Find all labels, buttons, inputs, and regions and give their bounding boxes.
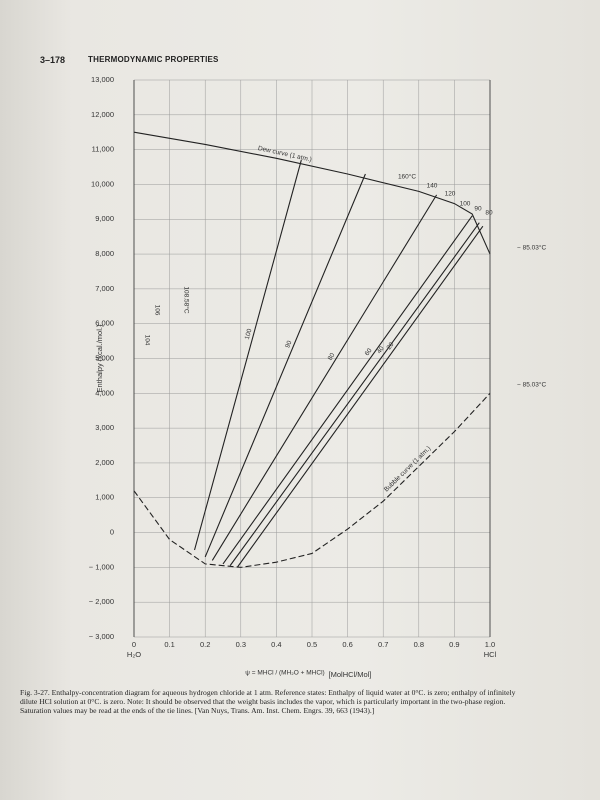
curve (229, 222, 480, 566)
annotation: 106 (153, 305, 160, 316)
x-axis-label: ψ = MHCl / (MH₂O + MHCl) (245, 670, 324, 677)
y-tick-label: − 3,000 (89, 632, 114, 641)
x-tick-label: 0.7 (378, 640, 388, 649)
x-tick-label: 0.6 (342, 640, 352, 649)
x-tick-label: 0.2 (200, 640, 210, 649)
annotation: 140 (427, 183, 438, 190)
annotation: 108.58°C (182, 286, 190, 313)
curve (193, 159, 302, 551)
x-tick-label: 0.5 (307, 640, 317, 649)
y-tick-label: 5,000 (95, 353, 114, 362)
y-tick-label: 3,000 (95, 423, 114, 432)
x-tick-label: 0.1 (164, 640, 174, 649)
page-number: 3–178 (40, 55, 66, 65)
y-tick-label: 11,000 (92, 145, 114, 154)
y-tick-label: 9,000 (95, 214, 114, 223)
y-tick-label: 0 (110, 528, 114, 537)
curve-label: 60 (364, 347, 374, 357)
y-tick-label: 6,000 (95, 319, 114, 328)
annotation: − 85.03°C (517, 381, 546, 389)
curve-label: 80 (327, 352, 337, 362)
x-tick-label: 1.0 (485, 640, 495, 649)
annotation: 120 (445, 191, 456, 198)
y-axis-label: Enthalpy (kcal./mol.) (95, 324, 104, 392)
x-tick-label: 0.4 (271, 640, 281, 649)
annotation: 160°C (398, 173, 416, 181)
curve-label: Bubble curve (1 atm.) (383, 445, 432, 493)
y-tick-label: 7,000 (95, 284, 114, 293)
x-tick-label: 0.8 (414, 640, 424, 649)
y-tick-label: 8,000 (95, 249, 114, 258)
x-end-label: HCl (484, 650, 497, 659)
curve-label: 100 (244, 328, 254, 341)
curve (211, 194, 438, 561)
curve-label: Dew curve (1 atm.) (257, 145, 312, 164)
y-tick-label: − 2,000 (89, 597, 114, 606)
annotation: 90 (474, 206, 482, 213)
y-tick-label: 10,000 (91, 179, 114, 188)
annotation: 104 (143, 335, 150, 346)
curve (133, 392, 491, 568)
y-tick-label: 13,000 (91, 75, 114, 84)
y-tick-label: 2,000 (95, 458, 114, 467)
x-end-label: H₂O (127, 650, 141, 659)
figure-caption: Fig. 3-27. Enthalpy-concentration diagra… (20, 688, 516, 716)
y-tick-label: 12,000 (91, 110, 114, 119)
curve (236, 225, 484, 568)
y-tick-label: − 1,000 (89, 562, 114, 571)
annotation: 100 (460, 201, 471, 208)
curve-label: 40 (376, 345, 386, 355)
curve-label: 20 (386, 341, 396, 351)
y-tick-label: 4,000 (95, 388, 114, 397)
annotation: − 85.03°C (517, 244, 546, 252)
annotation: 80 (485, 210, 493, 217)
page-header: THERMODYNAMIC PROPERTIES (88, 55, 219, 64)
curve (133, 131, 491, 255)
curve-label: 90 (284, 339, 293, 349)
y-tick-label: 1,000 (95, 493, 114, 502)
x-tick-label: 0 (132, 640, 136, 649)
x-axis-unit: [MolHCl/Mol] (329, 670, 372, 679)
x-tick-label: 0.9 (449, 640, 459, 649)
x-tick-label: 0.3 (236, 640, 246, 649)
curve (204, 173, 366, 558)
curve (222, 215, 473, 565)
